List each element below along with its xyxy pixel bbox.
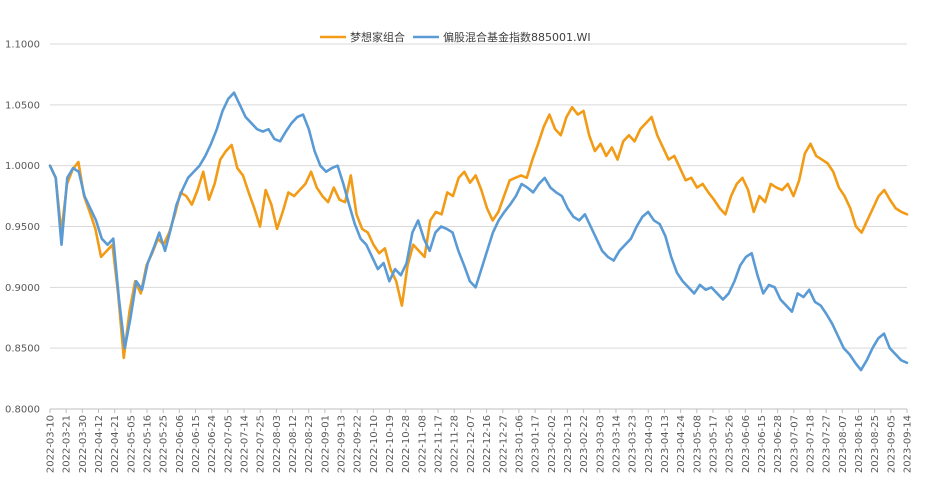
x-tick-label: 2023-06-28 bbox=[773, 415, 784, 473]
x-tick-label: 2022-10-28 bbox=[401, 415, 412, 473]
series-line-0 bbox=[48, 105, 909, 360]
x-tick-label: 2022-08-23 bbox=[304, 415, 315, 473]
x-tick-label: 2023-08-16 bbox=[854, 415, 865, 473]
x-tick-label: 2022-04-12 bbox=[94, 415, 105, 473]
x-tick-label: 2022-11-28 bbox=[450, 415, 461, 473]
x-tick-label: 2022-05-05 bbox=[126, 415, 137, 473]
x-tick-label: 2023-02-22 bbox=[579, 415, 590, 473]
x-tick-label: 2023-03-14 bbox=[611, 415, 622, 473]
y-tick-label: 0.8500 bbox=[5, 344, 40, 355]
x-tick-label: 2022-06-24 bbox=[207, 415, 218, 473]
x-tick-label: 2022-08-12 bbox=[288, 415, 299, 473]
x-tick-label: 2022-09-22 bbox=[353, 415, 364, 473]
x-tick-label: 2022-08-03 bbox=[272, 415, 283, 473]
y-tick-label: 0.9000 bbox=[5, 283, 40, 294]
x-tick-label: 2022-12-16 bbox=[482, 415, 493, 473]
x-tick-label: 2023-09-14 bbox=[903, 415, 914, 473]
x-tick-label: 2023-03-23 bbox=[628, 415, 639, 473]
x-tick-label: 2023-06-06 bbox=[741, 415, 752, 473]
x-tick-label: 2023-03-03 bbox=[595, 415, 606, 473]
x-tick-label: 2022-04-21 bbox=[110, 415, 121, 473]
x-tick-label: 2022-03-21 bbox=[62, 415, 73, 473]
x-tick-label: 2022-10-19 bbox=[385, 415, 396, 473]
x-tick-label: 2023-06-15 bbox=[757, 415, 768, 473]
legend: 梦想家组合 偏股混合基金指数885001.WI bbox=[320, 30, 591, 44]
x-axis: 2022-03-10 2022-03-21 2022-03-30 2022-04-12… bbox=[46, 408, 914, 473]
x-tick-label: 2023-05-08 bbox=[692, 415, 703, 473]
x-tick-label: 2022-12-27 bbox=[498, 415, 509, 473]
x-tick-label: 2022-05-25 bbox=[159, 415, 170, 473]
x-tick-label: 2023-04-13 bbox=[660, 415, 671, 473]
legend-label-1: 偏股混合基金指数885001.WI bbox=[443, 30, 591, 44]
x-tick-label: 2022-07-14 bbox=[240, 415, 251, 473]
series-line-1 bbox=[48, 91, 909, 372]
x-tick-label: 2022-11-08 bbox=[417, 415, 428, 473]
y-tick-label: 0.8000 bbox=[5, 405, 40, 416]
x-tick-label: 2022-06-06 bbox=[175, 415, 186, 473]
x-tick-label: 2022-03-10 bbox=[46, 415, 57, 473]
x-tick-label: 2023-05-17 bbox=[708, 415, 719, 473]
y-tick-label: 0.9500 bbox=[5, 222, 40, 233]
x-tick-label: 2023-08-07 bbox=[838, 415, 849, 473]
x-tick-label: 2022-07-05 bbox=[223, 415, 234, 473]
x-tick-label: 2022-03-30 bbox=[78, 415, 89, 473]
series-lines bbox=[48, 91, 909, 372]
x-tick-label: 2023-01-06 bbox=[514, 415, 525, 473]
y-tick-label: 1.1000 bbox=[5, 40, 40, 51]
x-tick-label: 2023-04-24 bbox=[676, 415, 687, 473]
x-tick-label: 2022-09-13 bbox=[337, 415, 348, 473]
x-tick-label: 2023-07-07 bbox=[789, 415, 800, 473]
x-tick-label: 2023-02-13 bbox=[563, 415, 574, 473]
y-tick-label: 1.0500 bbox=[5, 100, 40, 111]
x-tick-label: 2022-05-16 bbox=[143, 415, 154, 473]
x-tick-label: 2022-10-10 bbox=[369, 415, 380, 473]
x-tick-label: 2023-01-17 bbox=[531, 415, 542, 473]
y-tick-label: 1.0000 bbox=[5, 161, 40, 172]
y-axis: 0.8000 0.8500 0.9000 0.9500 1.0000 1.0500 1.10… bbox=[5, 40, 40, 416]
x-tick-label: 2023-09-05 bbox=[886, 415, 897, 473]
x-tick-label: 2022-07-25 bbox=[256, 415, 267, 473]
x-tick-label: 2023-07-27 bbox=[822, 415, 833, 473]
x-tick-label: 2023-02-02 bbox=[547, 415, 558, 473]
x-tick-label: 2022-11-17 bbox=[434, 415, 445, 473]
x-tick-label: 2022-06-15 bbox=[191, 415, 202, 473]
legend-label-0: 梦想家组合 bbox=[350, 30, 405, 44]
x-tick-label: 2023-07-18 bbox=[805, 415, 816, 473]
x-tick-label: 2023-04-03 bbox=[644, 415, 655, 473]
x-tick-label: 2023-05-26 bbox=[725, 415, 736, 473]
x-tick-label: 2023-08-25 bbox=[870, 415, 881, 473]
gridlines bbox=[50, 43, 907, 410]
x-tick-label: 2022-12-07 bbox=[466, 415, 477, 473]
x-tick-label: 2022-09-01 bbox=[320, 415, 331, 473]
